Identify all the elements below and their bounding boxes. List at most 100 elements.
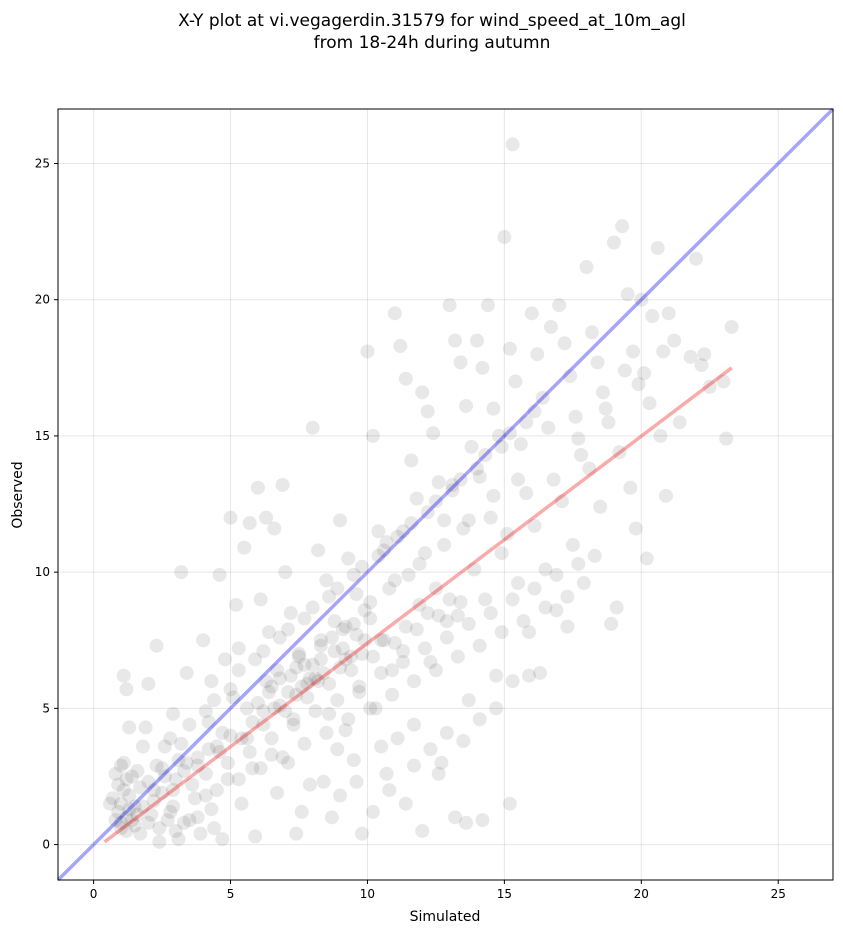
data-point	[472, 712, 487, 727]
data-point	[390, 529, 405, 544]
data-point	[308, 704, 323, 719]
data-point	[346, 753, 361, 768]
data-point	[242, 516, 257, 531]
data-point	[360, 344, 375, 359]
data-point	[656, 344, 671, 359]
grid-lines	[58, 109, 833, 880]
data-point	[390, 731, 405, 746]
data-point	[606, 235, 621, 250]
data-point	[234, 796, 249, 811]
data-point	[319, 725, 334, 740]
data-point	[291, 649, 306, 664]
x-tick-label: 0	[90, 887, 98, 901]
data-point	[198, 704, 213, 719]
data-point	[322, 706, 337, 721]
data-point	[330, 581, 345, 596]
data-point	[231, 641, 246, 656]
data-point	[130, 807, 145, 822]
data-point	[122, 788, 137, 803]
data-point	[579, 260, 594, 275]
data-point	[324, 630, 339, 645]
data-point	[398, 619, 413, 634]
data-point	[300, 690, 315, 705]
data-point	[412, 556, 427, 571]
data-point	[341, 712, 356, 727]
data-point	[163, 731, 178, 746]
data-point	[371, 524, 386, 539]
data-point	[522, 625, 537, 640]
data-point	[459, 398, 474, 413]
data-point	[456, 521, 471, 536]
data-point	[127, 799, 142, 814]
data-point	[552, 298, 567, 313]
data-point	[344, 649, 359, 664]
data-point	[149, 758, 164, 773]
data-point	[541, 420, 556, 435]
data-point	[530, 347, 545, 362]
data-point	[511, 576, 526, 591]
data-point	[352, 685, 367, 700]
data-point	[135, 739, 150, 754]
data-point	[256, 644, 271, 659]
data-point	[417, 546, 432, 561]
data-point	[283, 606, 298, 621]
data-point	[259, 510, 274, 525]
data-point	[396, 524, 411, 539]
data-point	[497, 230, 512, 245]
data-point	[448, 810, 463, 825]
data-point	[119, 823, 134, 838]
data-point	[182, 813, 197, 828]
data-point	[483, 606, 498, 621]
data-point	[697, 347, 712, 362]
data-point	[275, 750, 290, 765]
data-point	[428, 581, 443, 596]
data-point	[543, 319, 558, 334]
reference-lines	[56, 107, 835, 882]
data-point	[587, 548, 602, 563]
data-point	[672, 415, 687, 430]
data-point	[489, 668, 504, 683]
data-point	[113, 796, 128, 811]
data-point	[160, 813, 175, 828]
data-point	[174, 736, 189, 751]
data-point	[289, 826, 304, 841]
data-point	[565, 537, 580, 552]
data-point	[382, 581, 397, 596]
data-point	[645, 309, 660, 324]
data-point	[653, 428, 668, 443]
data-point	[363, 701, 378, 716]
data-point	[505, 674, 520, 689]
data-point	[256, 704, 271, 719]
data-point	[445, 483, 460, 498]
data-point	[585, 325, 600, 340]
data-point	[198, 788, 213, 803]
data-point	[634, 292, 649, 307]
data-point	[639, 551, 654, 566]
data-point	[248, 652, 263, 667]
data-point	[308, 671, 323, 686]
data-point	[437, 537, 452, 552]
data-point	[324, 810, 339, 825]
data-point	[546, 472, 561, 487]
data-point	[253, 761, 268, 776]
data-point	[275, 477, 290, 492]
data-point	[598, 401, 613, 416]
data-point	[464, 439, 479, 454]
fit-line	[103, 366, 733, 844]
y-tick-label: 25	[35, 156, 50, 170]
data-point	[190, 758, 205, 773]
data-point	[116, 755, 131, 770]
data-point	[327, 614, 342, 629]
data-point	[582, 461, 597, 476]
data-point	[168, 772, 183, 787]
data-point	[420, 606, 435, 621]
data-point	[281, 755, 296, 770]
data-point	[379, 535, 394, 550]
data-point	[415, 823, 430, 838]
data-point	[511, 472, 526, 487]
data-point	[226, 690, 241, 705]
data-point	[122, 802, 137, 817]
data-point	[428, 494, 443, 509]
data-point	[609, 600, 624, 615]
data-point	[281, 622, 296, 637]
